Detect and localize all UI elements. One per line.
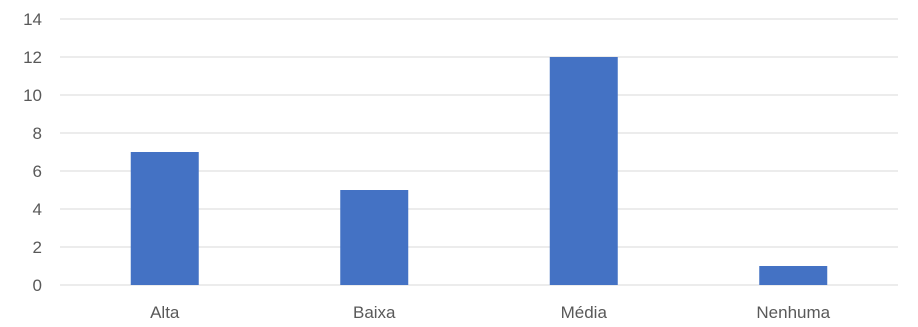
y-tick-label: 6 <box>33 162 42 181</box>
y-tick-label: 0 <box>33 276 42 295</box>
x-category-label: Alta <box>150 303 180 322</box>
bar-nenhuma <box>759 266 828 285</box>
bars <box>130 57 828 285</box>
y-tick-label: 8 <box>33 124 42 143</box>
x-category-label: Média <box>561 303 608 322</box>
y-axis-ticks: 0 2 4 6 8 10 12 14 <box>23 10 42 295</box>
x-axis-categories: Alta Baixa Média Nenhuma <box>150 303 831 322</box>
bar-baixa <box>340 190 409 285</box>
x-category-label: Nenhuma <box>756 303 830 322</box>
x-category-label: Baixa <box>353 303 396 322</box>
y-tick-label: 4 <box>33 200 42 219</box>
y-tick-label: 2 <box>33 238 42 257</box>
y-tick-label: 10 <box>23 86 42 105</box>
y-tick-label: 14 <box>23 10 42 29</box>
bar-média <box>549 57 618 285</box>
y-tick-label: 12 <box>23 48 42 67</box>
bar-alta <box>130 152 199 285</box>
gridlines <box>60 18 898 286</box>
